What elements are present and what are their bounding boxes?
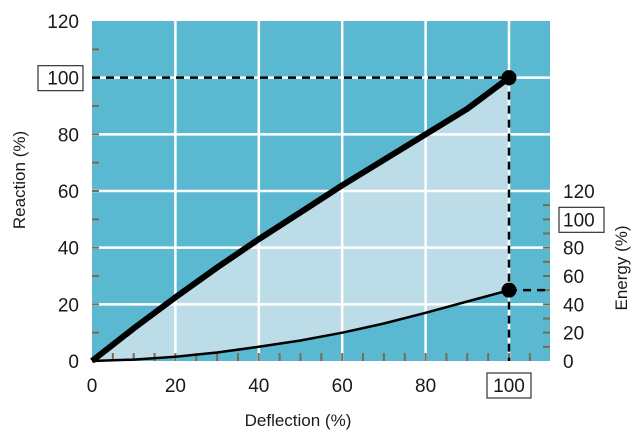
- x-tick-labels: 0 20 40 60 80 100: [87, 372, 532, 399]
- y2-tick-labels: 0 20 40 60 80 100 120: [558, 182, 605, 373]
- y2-tick-label: 80: [563, 239, 584, 260]
- y2-axis-title: Energy (%): [612, 225, 631, 310]
- y-tick-label: 0: [68, 352, 79, 373]
- y2-tick-label: 120: [563, 182, 595, 203]
- x-tick-label: 80: [415, 376, 436, 397]
- markers: [501, 70, 517, 298]
- y-tick-label: 60: [58, 182, 79, 203]
- y-tick-label-box: [37, 65, 84, 92]
- y-tick-label: 40: [58, 239, 79, 260]
- origin-white-patch: [92, 361, 150, 371]
- y-tick-label: 20: [58, 295, 79, 316]
- y2-tick-label: 20: [563, 324, 584, 345]
- y2-tick-label: 0: [563, 352, 574, 373]
- x-tick-label: 0: [87, 376, 98, 397]
- y2-tick-label: 60: [563, 267, 584, 288]
- y2-tick-label-box: [558, 206, 605, 233]
- y-tick-label: 100: [47, 69, 79, 90]
- y-tick-label: 120: [47, 12, 79, 33]
- y2-tick-label: 100: [563, 210, 595, 231]
- y2-tick-label: 40: [563, 295, 584, 316]
- x-tick-label: 20: [165, 376, 186, 397]
- y-tick-labels: 0 20 40 60 80 100 120: [37, 12, 84, 373]
- x-tick-label: 40: [248, 376, 269, 397]
- reaction-marker: [501, 70, 517, 86]
- x-tick-label-box: [486, 372, 532, 399]
- y-axis-title: Reaction (%): [10, 131, 29, 229]
- x-tick-label: 60: [332, 376, 353, 397]
- energy-marker: [501, 282, 517, 298]
- energy-series-line: [91, 288, 510, 363]
- y-tick-label: 80: [58, 125, 79, 146]
- reaction-series-line: [90, 75, 511, 364]
- x-axis-title: Deflection (%): [245, 411, 352, 430]
- x-tick-label: 100: [493, 376, 525, 397]
